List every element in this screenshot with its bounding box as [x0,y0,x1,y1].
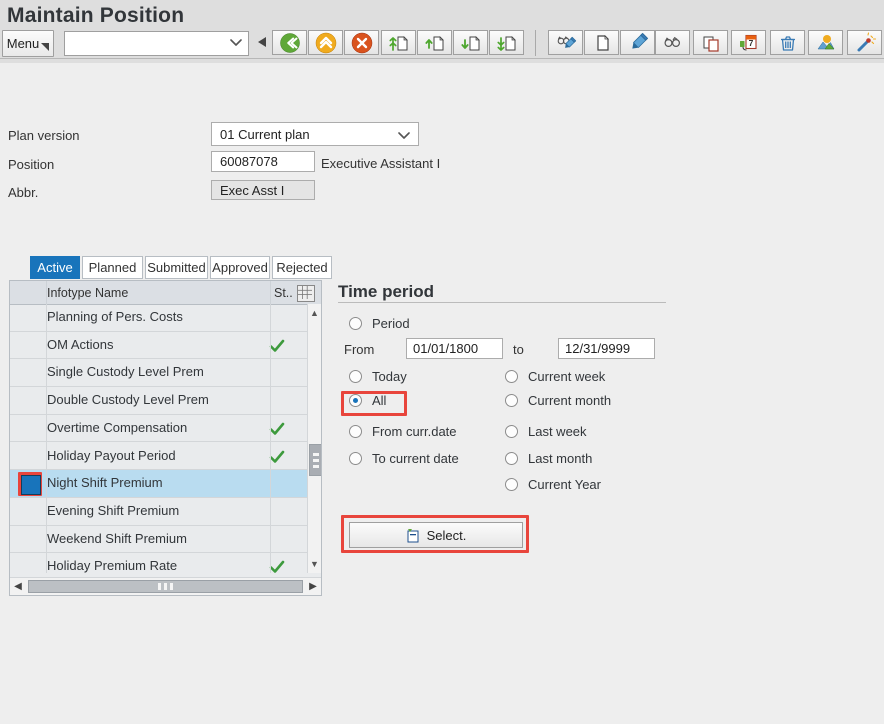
svg-text:7: 7 [748,38,753,48]
